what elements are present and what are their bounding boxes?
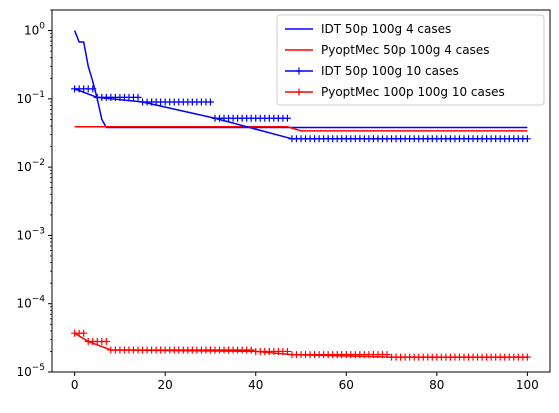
- series-marker: [523, 135, 531, 143]
- series-line-1: [73, 30, 528, 129]
- series-marker: [80, 329, 88, 337]
- series-marker: [206, 98, 214, 106]
- x-tick-label: 60: [339, 378, 354, 392]
- legend-marker-4: [295, 88, 303, 96]
- series-marker: [102, 337, 110, 345]
- series-marker: [283, 114, 291, 122]
- legend-marker-3: [295, 67, 303, 75]
- x-tick-label: 20: [158, 378, 173, 392]
- legend-label-2: PyoptMec 50p 100g 4 cases: [321, 43, 489, 57]
- series-marker: [89, 85, 97, 93]
- y-tick-label: 10−3: [16, 226, 45, 242]
- series-marker: [247, 346, 255, 354]
- y-tick-label: 10−4: [16, 295, 45, 311]
- series-marker: [523, 353, 531, 361]
- legend-label-3: IDT 50p 100g 10 cases: [321, 64, 459, 78]
- axes-layer: 0 20 40 60 80 100 100 10−1 10−2 10−3 10−4 10−5: [16, 9, 539, 392]
- series-marker: [283, 347, 291, 355]
- y-tick-label: 10−1: [16, 90, 45, 106]
- x-tick-label: 0: [71, 378, 79, 392]
- series-marker: [383, 351, 391, 359]
- y-tick-label: 100: [24, 22, 45, 38]
- legend-label-4: PyoptMec 100p 100g 10 cases: [321, 85, 505, 99]
- series-line-2: [74, 126, 528, 132]
- plot-frame: [51, 9, 551, 373]
- legend-box: [276, 14, 545, 106]
- series-marker: [134, 93, 142, 101]
- x-tick-label: 100: [516, 378, 539, 392]
- x-tick-label: 40: [248, 378, 263, 392]
- legend-label-1: IDT 50p 100g 4 cases: [321, 22, 451, 36]
- series-layer: [71, 30, 531, 361]
- y-tick-label: 10−2: [16, 158, 45, 174]
- y-tick-label: 10−5: [16, 363, 45, 379]
- x-tick-label: 80: [429, 378, 444, 392]
- legend: IDT 50p 100g 4 cases PyoptMec 50p 100g 4 …: [276, 14, 545, 106]
